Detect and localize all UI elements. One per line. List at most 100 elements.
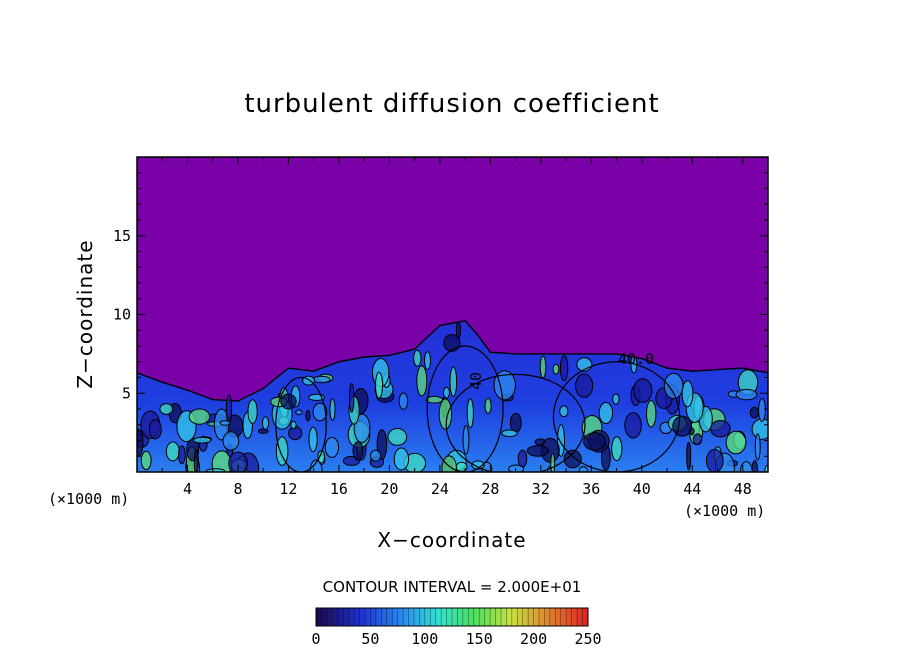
turbulence-patch: [692, 433, 703, 446]
x-tick-label: 24: [431, 480, 449, 498]
colorbar-levels: [315, 608, 589, 626]
turbulence-patch: [370, 449, 382, 462]
x-tick-label: 40: [633, 480, 651, 498]
boundary-layer-contour: [137, 320, 768, 402]
turbulence-patch: [611, 436, 623, 462]
x-tick-label: 28: [481, 480, 499, 498]
turbulence-patch: [387, 428, 408, 446]
colorbar-ticks: 0 50 100 150 200 250: [311, 630, 601, 648]
turbulence-patch: [393, 447, 410, 471]
turbulence-patch: [449, 366, 458, 397]
turbulence-patch: [672, 415, 693, 437]
contour-interval-text: CONTOUR INTERVAL = 2.000E+01: [323, 578, 582, 596]
turbulence-patch: [612, 393, 620, 405]
turbulence-patch: [710, 420, 731, 438]
x-tick-label: 12: [279, 480, 297, 498]
turbulence-patch: [349, 383, 355, 413]
turbulence-patch: [280, 393, 297, 410]
turbulence-patch: [225, 394, 233, 423]
chart-title: turbulent diffusion coefficient: [244, 89, 659, 119]
turbulence-patch: [312, 402, 328, 422]
turbulence-patch: [192, 436, 212, 444]
turbulence-patch: [247, 399, 258, 425]
swirl-contour: [445, 373, 586, 472]
turbulence-patch: [758, 398, 766, 422]
turbulence-patch: [517, 449, 528, 468]
colorbar-tick-label: 0: [311, 630, 320, 648]
turbulence-patch: [509, 412, 522, 433]
colorbar-tick-label: 250: [574, 630, 601, 648]
turbulence-patch: [178, 445, 186, 465]
x-tick-label: 16: [330, 480, 348, 498]
turbulence-patch: [563, 449, 582, 469]
turbulence-patch: [559, 405, 569, 418]
turbulence-patch: [443, 386, 450, 399]
turbulence-patch: [681, 380, 694, 408]
y-tick-label: 10: [113, 306, 131, 324]
turbulence-patch: [352, 441, 364, 461]
turbulence-patch: [575, 373, 594, 398]
x-axis: 4 8 12 16 20 24 28 32 36 40 44 48: [161, 157, 752, 498]
turbulence-patch: [578, 466, 588, 472]
turbulence-patch: [705, 448, 724, 472]
turbulence-patch: [438, 398, 453, 430]
turbulence-patch: [559, 355, 569, 382]
turbulence-patch: [188, 408, 211, 425]
x-tick-label: 44: [683, 480, 701, 498]
contour-label: 40.0: [618, 350, 654, 368]
turbulence-patch: [308, 426, 318, 453]
turbulence-patch: [137, 428, 144, 457]
turbulence-patch: [205, 468, 226, 472]
turbulence-patch: [261, 416, 270, 430]
turbulence-patch: [324, 436, 340, 458]
plot-area: [137, 157, 768, 472]
turbulence-patch: [413, 349, 422, 367]
x-unit-right: (×1000 m): [684, 502, 765, 520]
turbulence-patch: [754, 433, 761, 461]
colorbar-tick-label: 100: [411, 630, 438, 648]
turbulence-patch: [140, 450, 152, 470]
swirl-contour: [426, 345, 504, 472]
swirl-contour: [275, 376, 327, 472]
turbulence-patch: [159, 403, 174, 415]
turbulence-patch: [725, 430, 747, 455]
x-unit-left: (×1000 m): [48, 490, 129, 508]
y-axis-label: Z−coordinate: [73, 239, 97, 388]
turbulence-patch: [295, 409, 303, 416]
x-tick-label: 36: [582, 480, 600, 498]
turbulence-patch: [222, 431, 240, 451]
x-tick-label: 8: [233, 480, 242, 498]
turbulence-patch: [441, 455, 457, 472]
x-tick-label: 4: [183, 480, 192, 498]
x-tick-label: 20: [380, 480, 398, 498]
colorbar-tick-label: 50: [361, 630, 379, 648]
turbulence-patch: [375, 371, 383, 399]
turbulence-patch: [471, 460, 485, 470]
y-tick-label: 5: [122, 384, 131, 402]
turbulence-patch: [583, 432, 606, 451]
turbulence-patch: [424, 351, 431, 371]
turbulence-patch: [740, 461, 753, 472]
turbulence-patch: [329, 398, 336, 421]
turbulence-patch: [552, 363, 560, 375]
y-tick-label: 15: [113, 227, 131, 245]
turbulence-patch: [275, 436, 289, 466]
x-tick-label: 48: [734, 480, 752, 498]
turbulence-patch: [228, 451, 248, 472]
x-tick-label: 32: [532, 480, 550, 498]
turbulence-patch: [165, 441, 180, 462]
turbulence-patch: [416, 365, 428, 397]
turbulence-patch: [317, 450, 326, 464]
turbulence-patch: [455, 321, 461, 340]
x-axis-label: X−coordinate: [377, 528, 526, 552]
turbulence-patch: [290, 420, 297, 430]
contour-label: 40: [467, 372, 485, 390]
y-axis: 5 10 15: [113, 172, 768, 457]
turbulence-patch: [466, 398, 474, 429]
turbulence-patch: [425, 395, 443, 404]
turbulence-patch: [305, 410, 311, 422]
turbulence-patch: [148, 419, 162, 440]
turbulence-patch: [193, 449, 199, 472]
turbulence-patch: [484, 397, 492, 414]
